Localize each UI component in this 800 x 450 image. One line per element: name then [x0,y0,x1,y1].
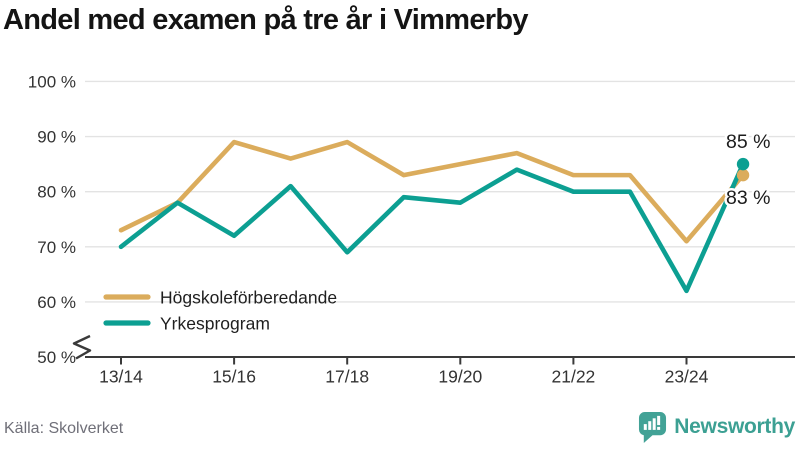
y-axis-break-mark [72,334,92,360]
page-title: Andel med examen på tre år i Vimmerby [3,4,528,36]
y-axis-tick-label: 50 % [37,348,76,367]
x-axis-tick-label: 13/14 [99,367,143,387]
x-axis-tick-label: 15/16 [212,367,256,387]
x-axis-tick-label: 21/22 [552,367,596,387]
source-text: Källa: Skolverket [4,420,124,437]
series-line-yrkesprogram [118,161,746,294]
x-axis-tick-label: 19/20 [438,367,482,387]
end-value-label: 85 % [726,131,770,153]
series-line-hogskoleforberedande [118,139,746,244]
series-end-dot [736,168,750,182]
logo-bars [644,415,661,430]
series-end-dot [736,157,750,171]
y-axis-tick-label: 100 % [28,72,76,91]
newsworthy-logo: Newsworthy [638,411,795,443]
logo-bubble-shape [639,412,667,443]
y-axis-tick-label: 60 % [37,293,76,312]
newsworthy-logo-text: Newsworthy [674,415,795,438]
x-axis-tick-label: 23/24 [665,367,709,387]
newsworthy-logo-icon [639,412,667,443]
legend-label: Yrkesprogram [160,314,270,334]
y-axis-tick-label: 70 % [37,238,76,257]
y-axis-tick-label: 80 % [37,183,76,202]
legend-label: Högskoleförberedande [160,288,337,308]
y-axis-tick-label: 90 % [37,128,76,147]
end-value-label: 83 % [726,187,770,209]
x-axis-tick-label: 17/18 [325,367,369,387]
